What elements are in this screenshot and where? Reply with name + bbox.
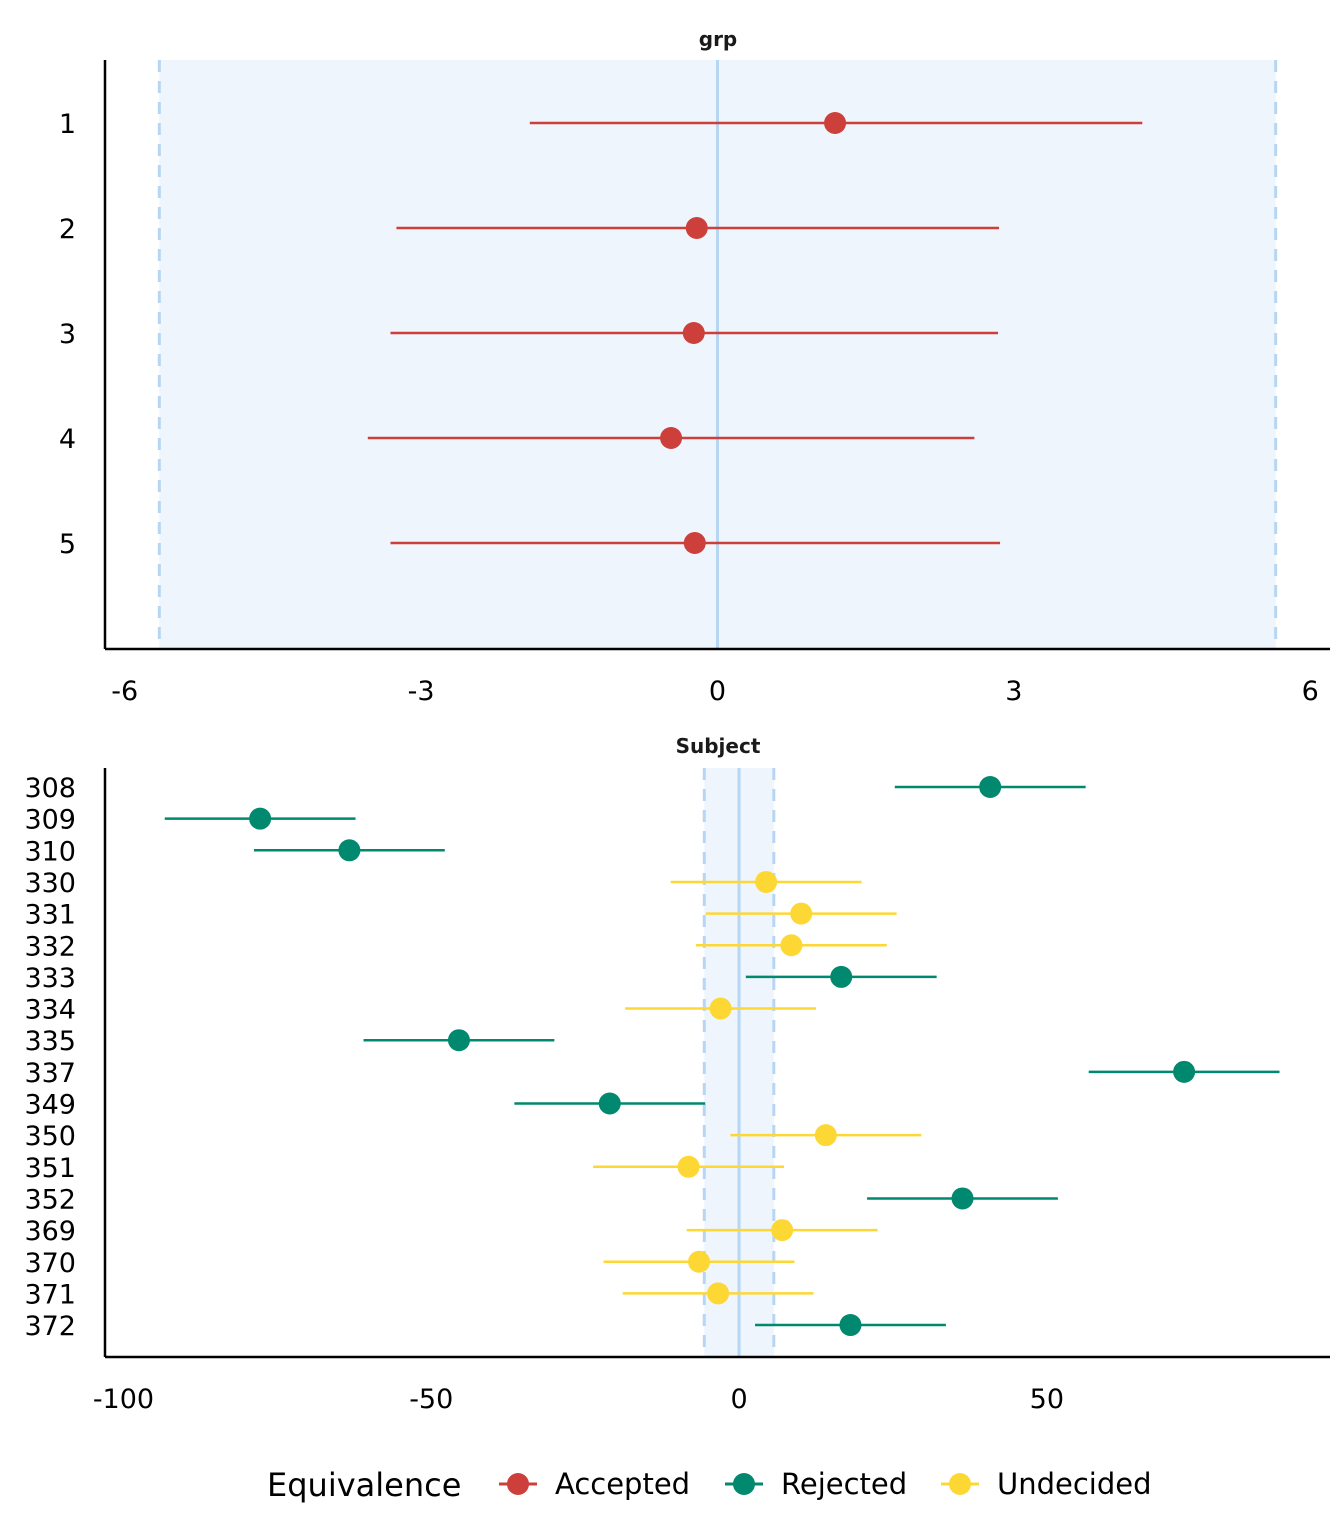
p1-point-estimate — [755, 870, 778, 893]
p1-point-estimate — [1173, 1060, 1196, 1083]
p1-y-tick-label: 352 — [24, 1184, 76, 1215]
p1-point-estimate — [951, 1187, 974, 1210]
p0-point-estimate — [824, 112, 847, 134]
p1-point-estimate — [598, 1092, 621, 1115]
p1-point-estimate — [814, 1124, 837, 1147]
p1-y-tick-label: 369 — [24, 1216, 76, 1247]
p1-point-estimate — [249, 807, 272, 830]
p1-y-tick-label: 335 — [24, 1026, 76, 1057]
p1-point-estimate — [839, 1314, 862, 1337]
p0-point-estimate — [685, 217, 708, 239]
p1-y-tick-label: 351 — [24, 1153, 76, 1184]
p0-x-tick-label: -6 — [111, 676, 138, 707]
legend-label: Accepted — [555, 1467, 690, 1501]
p1-y-tick-label: 332 — [24, 931, 76, 962]
p1-point-estimate — [780, 934, 803, 957]
p1-point-estimate — [688, 1250, 711, 1273]
p0-y-tick-label: 3 — [59, 319, 76, 350]
p1-panel-title: Subject — [676, 734, 761, 758]
p0-x-tick-label: -3 — [408, 676, 435, 707]
p1-point-estimate — [338, 839, 361, 862]
p1-y-tick-label: 349 — [24, 1090, 76, 1121]
legend-key-dot — [733, 1473, 755, 1495]
p0-x-tick-label: 6 — [1302, 676, 1319, 707]
p1-x-tick-label: -50 — [409, 1384, 453, 1415]
p0-y-tick-label: 1 — [59, 109, 76, 140]
legend-label: Undecided — [997, 1467, 1152, 1501]
p0-point-estimate — [660, 427, 683, 449]
p1-point-estimate — [979, 776, 1002, 798]
p0-panel-title: grp — [699, 27, 738, 51]
legend-key-dot — [507, 1473, 529, 1495]
p1-point-estimate — [707, 1282, 730, 1305]
p0-y-tick-label: 2 — [59, 214, 76, 245]
p1-y-tick-label: 350 — [24, 1121, 76, 1152]
p0-x-tick-label: 3 — [1005, 676, 1022, 707]
p1-y-tick-label: 371 — [24, 1279, 76, 1310]
p0-point-estimate — [683, 532, 706, 554]
p1-y-tick-label: 370 — [24, 1248, 76, 1279]
p1-x-tick-label: -100 — [93, 1384, 154, 1415]
panel-subject: Subject-100 -50 0 5030830931033033133233333… — [24, 734, 1330, 1415]
p1-point-estimate — [709, 997, 732, 1020]
p1-point-estimate — [830, 965, 853, 988]
p1-x-tick-label: 50 — [1030, 1384, 1064, 1415]
p1-x-tick-label: 0 — [730, 1384, 747, 1415]
legend-label: Rejected — [781, 1467, 907, 1501]
p1-point-estimate — [790, 902, 813, 925]
p1-y-tick-label: 309 — [24, 805, 76, 836]
p1-y-tick-label: 308 — [24, 773, 76, 804]
panel-grp: grp -6 -3 0 3 6 1 2 3 4 5 — [59, 27, 1330, 707]
p1-y-tick-label: 310 — [24, 836, 76, 867]
p0-x-tick-label: 0 — [709, 676, 726, 707]
p1-y-tick-label: 331 — [24, 900, 76, 931]
p1-y-tick-label: 333 — [24, 963, 76, 994]
legend-title: Equivalence — [267, 1466, 461, 1504]
p1-point-estimate — [447, 1029, 470, 1052]
p1-y-tick-label: 372 — [24, 1311, 76, 1342]
p0-y-tick-label: 5 — [59, 529, 76, 560]
p1-y-tick-label: 330 — [24, 868, 76, 899]
p0-y-tick-label: 4 — [59, 424, 76, 455]
p1-point-estimate — [677, 1155, 700, 1178]
p0-point-estimate — [682, 322, 705, 344]
legend-key-dot — [949, 1473, 971, 1495]
p1-point-estimate — [771, 1219, 794, 1242]
p1-y-tick-label: 337 — [24, 1058, 76, 1089]
p1-y-tick-label: 334 — [24, 995, 76, 1026]
legend: Equivalence Accepted Rejected Undecided — [267, 1466, 1152, 1504]
